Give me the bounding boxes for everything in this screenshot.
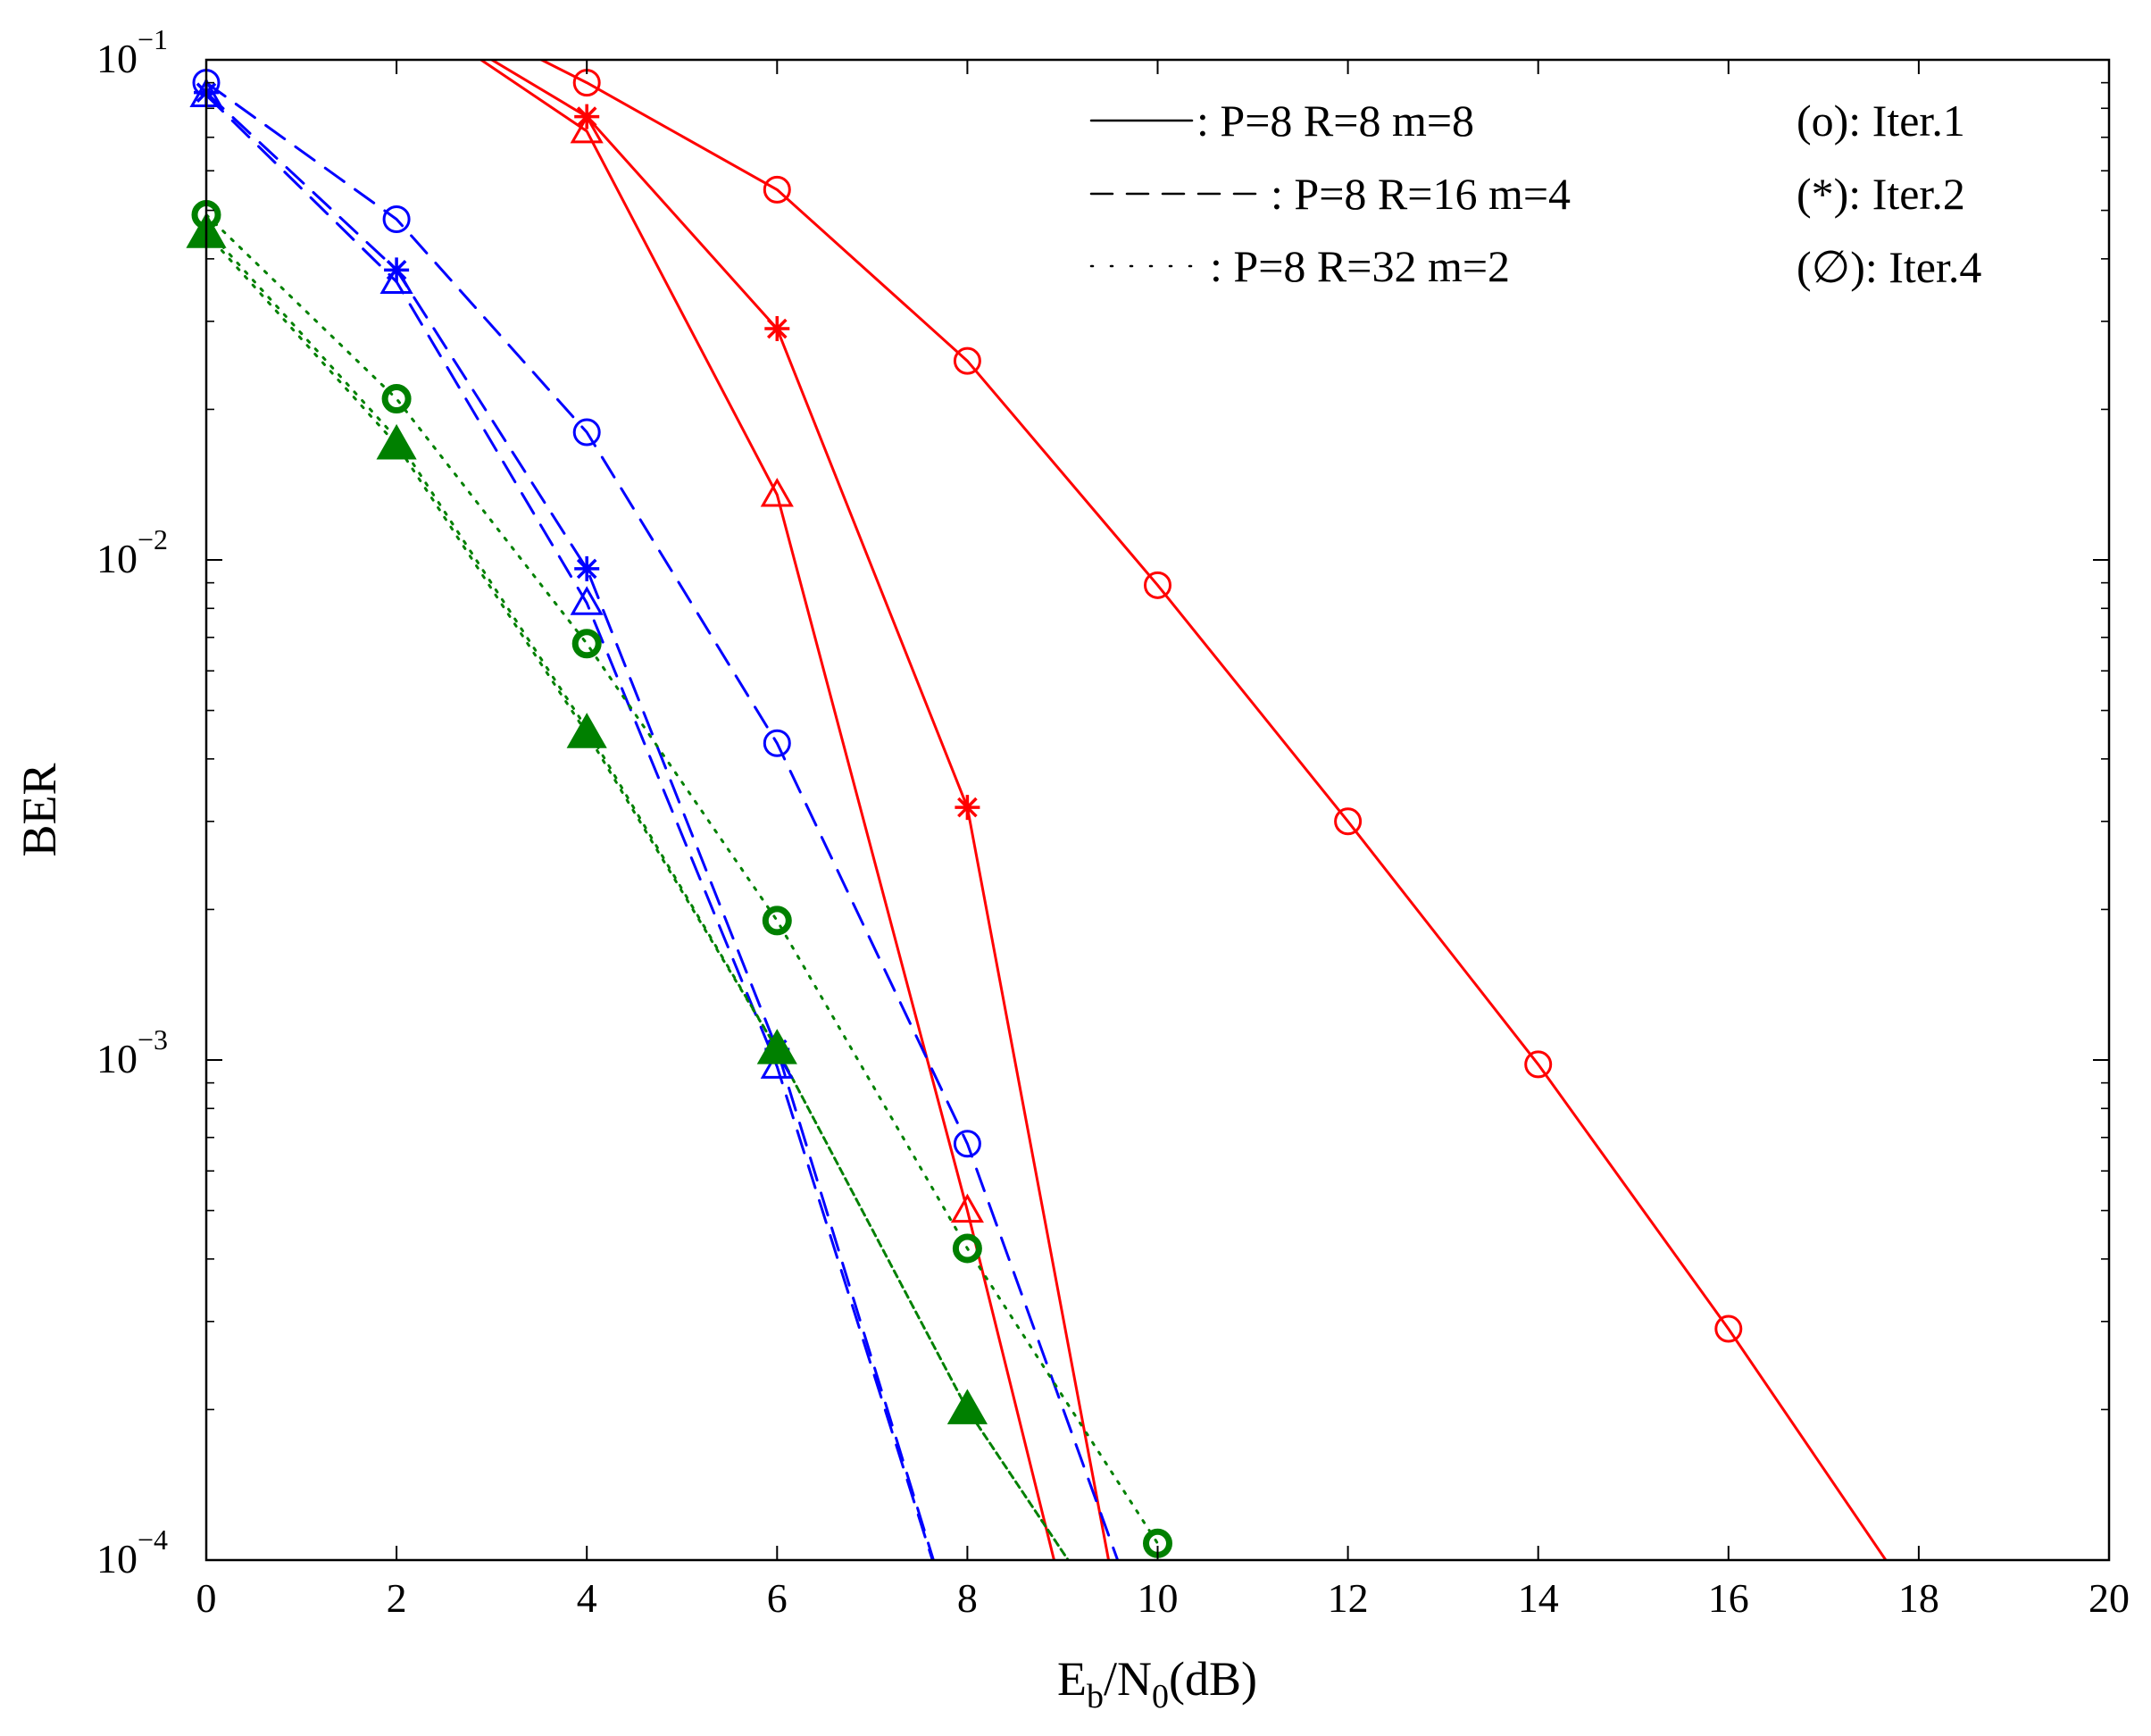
- x-tick-label: 2: [387, 1575, 407, 1621]
- legend-iter-label: (o): Iter.1: [1797, 96, 1965, 146]
- marker-triangle-filled: [756, 1029, 797, 1064]
- marker-star: [955, 795, 980, 821]
- y-tick-label: 10−3: [96, 1023, 168, 1081]
- marker-triangle: [760, 1049, 794, 1079]
- marker-circle: [763, 729, 791, 757]
- marker-circle: [1524, 1050, 1553, 1079]
- x-tick-label: 6: [767, 1575, 788, 1621]
- legend-style-label: : P=8 R=8 m=8: [1196, 96, 1474, 146]
- x-tick-label: 18: [1898, 1575, 1939, 1621]
- marker-star: [764, 316, 790, 342]
- marker-circle: [763, 175, 791, 204]
- marker-circle-bold: [952, 1233, 982, 1264]
- x-tick-label: 10: [1138, 1575, 1179, 1621]
- marker-circle: [1144, 571, 1171, 599]
- marker-triangle: [570, 113, 604, 144]
- series-line: [479, 60, 1056, 1560]
- marker-triangle: [570, 586, 604, 615]
- x-tick-label: 8: [957, 1575, 978, 1621]
- legend-iterations: (o): Iter.1 (*): Iter.2 (∅): Iter.4: [1797, 96, 1981, 292]
- legend-line-styles: : P=8 R=8 m=8 : P=8 R=16 m=4 : P=8 R=32 m=…: [1089, 96, 1571, 291]
- x-axis-ticks: 0 2 4 6 8 10 12 14 16 18 20: [196, 60, 2130, 1621]
- y-axis-title: BER: [13, 763, 66, 856]
- series-line: [206, 231, 1071, 1560]
- x-tick-label: 12: [1328, 1575, 1369, 1621]
- x-tick-label: 16: [1708, 1575, 1749, 1621]
- marker-circle: [953, 1130, 981, 1158]
- marker-triangle: [950, 1193, 984, 1223]
- marker-circle: [953, 346, 981, 375]
- marker-triangle-filled: [946, 1389, 988, 1424]
- marker-circle: [382, 205, 411, 234]
- legend-style-label: : P=8 R=16 m=4: [1271, 169, 1571, 219]
- x-tick-label: 14: [1518, 1575, 1559, 1621]
- legend-style-label: : P=8 R=32 m=2: [1210, 241, 1510, 291]
- marker-star: [574, 555, 600, 581]
- y-tick-label: 10−4: [96, 1523, 168, 1582]
- legend-iter-label: (*): Iter.2: [1797, 169, 1965, 219]
- x-tick-label: 0: [196, 1575, 217, 1621]
- y-axis-ticks: 10−1 10−2 10−3 10−4: [96, 23, 2109, 1582]
- marker-triangle: [379, 264, 413, 294]
- x-axis-title: Eb/N0(dB): [1057, 1652, 1257, 1715]
- marker-triangle-filled: [566, 713, 607, 748]
- marker-circle-bold: [571, 629, 602, 659]
- series-line: [538, 60, 1888, 1560]
- marker-triangle-filled: [376, 423, 417, 460]
- marker-circle-bold: [381, 384, 412, 414]
- y-tick-label: 10−1: [96, 23, 168, 81]
- series-line: [206, 81, 1120, 1560]
- marker-circle: [1714, 1315, 1743, 1343]
- series-line: [206, 94, 934, 1560]
- legend-iter-label: (∅): Iter.4: [1797, 242, 1981, 292]
- marker-circle: [1334, 807, 1363, 836]
- x-tick-label: 20: [2088, 1575, 2130, 1621]
- y-tick-label: 10−2: [96, 523, 168, 581]
- series-line: [206, 213, 1159, 1545]
- marker-circle: [572, 418, 601, 447]
- marker-circle-bold: [762, 906, 792, 936]
- x-tick-label: 4: [577, 1575, 597, 1621]
- series-line: [206, 227, 1071, 1560]
- marker-triangle: [760, 477, 794, 507]
